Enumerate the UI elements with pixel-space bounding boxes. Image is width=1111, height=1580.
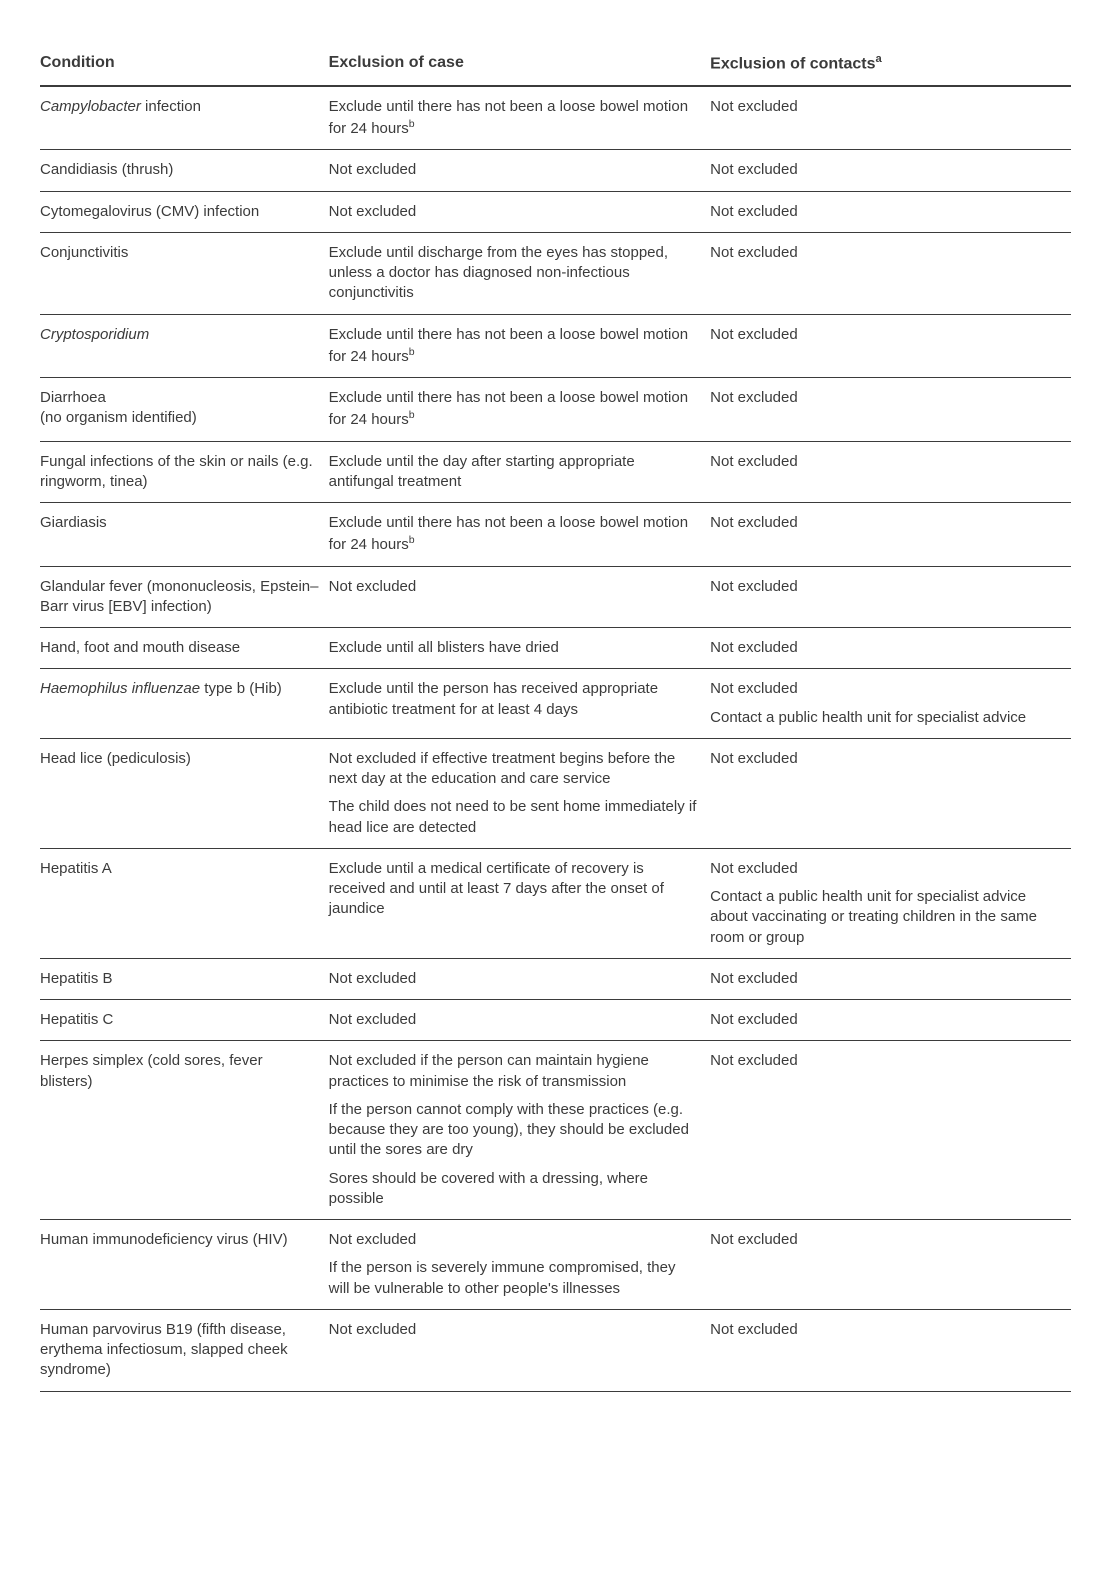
- contacts-cell: Not excluded: [710, 1220, 1071, 1310]
- table-row: Diarrhoea(no organism identified)Exclude…: [40, 378, 1071, 442]
- table-row: Fungal infections of the skin or nails (…: [40, 441, 1071, 503]
- table-row: Human immunodeficiency virus (HIV)Not ex…: [40, 1220, 1071, 1310]
- contacts-cell: Not excluded: [710, 441, 1071, 503]
- case-cell: Not excluded if the person can maintain …: [329, 1041, 710, 1220]
- condition-cell: Cytomegalovirus (CMV) infection: [40, 191, 329, 232]
- case-cell: Exclude until the day after starting app…: [329, 441, 710, 503]
- condition-cell: Hepatitis C: [40, 1000, 329, 1041]
- contacts-cell: Not excludedContact a public health unit…: [710, 669, 1071, 739]
- case-cell: Not excluded: [329, 958, 710, 999]
- condition-cell: Conjunctivitis: [40, 232, 329, 314]
- table-row: GiardiasisExclude until there has not be…: [40, 503, 1071, 567]
- condition-cell: Herpes simplex (cold sores, fever bliste…: [40, 1041, 329, 1220]
- table-row: Glandular fever (mononucleosis, Epstein–…: [40, 566, 1071, 628]
- contacts-cell: Not excluded: [710, 1041, 1071, 1220]
- table-row: Human parvovirus B19 (fifth disease, ery…: [40, 1309, 1071, 1391]
- condition-cell: Head lice (pediculosis): [40, 738, 329, 848]
- contacts-cell: Not excluded: [710, 378, 1071, 442]
- case-cell: Exclude until the person has received ap…: [329, 669, 710, 739]
- contacts-cell: Not excluded: [710, 958, 1071, 999]
- condition-cell: Hepatitis B: [40, 958, 329, 999]
- case-cell: Exclude until all blisters have dried: [329, 628, 710, 669]
- table-row: Herpes simplex (cold sores, fever bliste…: [40, 1041, 1071, 1220]
- condition-cell: Cryptosporidium: [40, 314, 329, 378]
- condition-cell: Hand, foot and mouth disease: [40, 628, 329, 669]
- condition-cell: Fungal infections of the skin or nails (…: [40, 441, 329, 503]
- condition-cell: Campylobacter infection: [40, 86, 329, 150]
- header-contacts: Exclusion of contactsa: [710, 40, 1071, 86]
- table-row: Head lice (pediculosis)Not excluded if e…: [40, 738, 1071, 848]
- case-cell: Not excluded if effective treatment begi…: [329, 738, 710, 848]
- contacts-cell: Not excluded: [710, 628, 1071, 669]
- contacts-cell: Not excluded: [710, 86, 1071, 150]
- contacts-cell: Not excluded: [710, 150, 1071, 191]
- contacts-cell: Not excluded: [710, 566, 1071, 628]
- case-cell: Exclude until a medical certificate of r…: [329, 848, 710, 958]
- case-cell: Not excluded: [329, 1309, 710, 1391]
- condition-cell: Diarrhoea(no organism identified): [40, 378, 329, 442]
- table-row: ConjunctivitisExclude until discharge fr…: [40, 232, 1071, 314]
- condition-cell: Giardiasis: [40, 503, 329, 567]
- table-row: CryptosporidiumExclude until there has n…: [40, 314, 1071, 378]
- table-row: Hepatitis AExclude until a medical certi…: [40, 848, 1071, 958]
- contacts-cell: Not excluded: [710, 314, 1071, 378]
- condition-cell: Glandular fever (mononucleosis, Epstein–…: [40, 566, 329, 628]
- table-row: Hepatitis CNot excludedNot excluded: [40, 1000, 1071, 1041]
- condition-cell: Human immunodeficiency virus (HIV): [40, 1220, 329, 1310]
- case-cell: Exclude until there has not been a loose…: [329, 378, 710, 442]
- contacts-cell: Not excluded: [710, 191, 1071, 232]
- case-cell: Not excluded: [329, 191, 710, 232]
- condition-cell: Haemophilus influenzae type b (Hib): [40, 669, 329, 739]
- case-cell: Exclude until there has not been a loose…: [329, 86, 710, 150]
- case-cell: Exclude until discharge from the eyes ha…: [329, 232, 710, 314]
- table-row: Cytomegalovirus (CMV) infectionNot exclu…: [40, 191, 1071, 232]
- condition-cell: Hepatitis A: [40, 848, 329, 958]
- condition-cell: Human parvovirus B19 (fifth disease, ery…: [40, 1309, 329, 1391]
- contacts-cell: Not excludedContact a public health unit…: [710, 848, 1071, 958]
- header-case: Exclusion of case: [329, 40, 710, 86]
- table-row: Campylobacter infectionExclude until the…: [40, 86, 1071, 150]
- contacts-cell: Not excluded: [710, 1309, 1071, 1391]
- case-cell: Exclude until there has not been a loose…: [329, 314, 710, 378]
- case-cell: Not excluded: [329, 566, 710, 628]
- case-cell: Not excluded: [329, 1000, 710, 1041]
- case-cell: Not excludedIf the person is severely im…: [329, 1220, 710, 1310]
- case-cell: Not excluded: [329, 150, 710, 191]
- contacts-cell: Not excluded: [710, 738, 1071, 848]
- exclusion-table: Condition Exclusion of case Exclusion of…: [40, 40, 1071, 1392]
- header-condition: Condition: [40, 40, 329, 86]
- contacts-cell: Not excluded: [710, 1000, 1071, 1041]
- table-row: Hepatitis BNot excludedNot excluded: [40, 958, 1071, 999]
- contacts-cell: Not excluded: [710, 503, 1071, 567]
- table-row: Candidiasis (thrush)Not excludedNot excl…: [40, 150, 1071, 191]
- condition-cell: Candidiasis (thrush): [40, 150, 329, 191]
- contacts-cell: Not excluded: [710, 232, 1071, 314]
- table-row: Hand, foot and mouth diseaseExclude unti…: [40, 628, 1071, 669]
- case-cell: Exclude until there has not been a loose…: [329, 503, 710, 567]
- table-row: Haemophilus influenzae type b (Hib)Exclu…: [40, 669, 1071, 739]
